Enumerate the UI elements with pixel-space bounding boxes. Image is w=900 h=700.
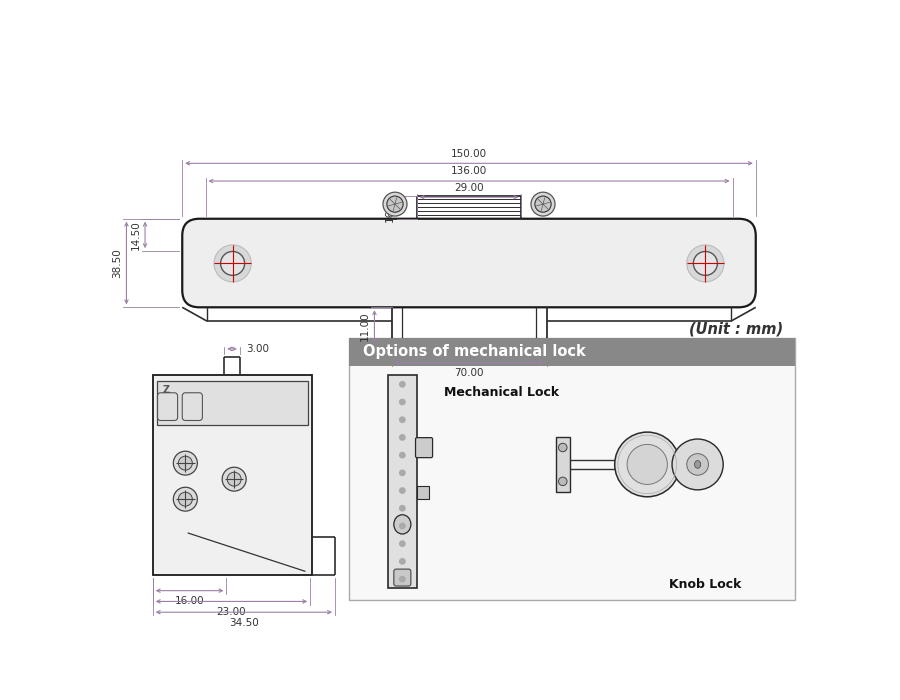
Circle shape bbox=[559, 443, 567, 452]
Circle shape bbox=[693, 251, 717, 275]
Circle shape bbox=[174, 452, 197, 475]
FancyBboxPatch shape bbox=[394, 569, 411, 586]
Ellipse shape bbox=[695, 461, 701, 468]
Text: 34.50: 34.50 bbox=[229, 617, 258, 628]
Circle shape bbox=[687, 454, 708, 475]
Circle shape bbox=[400, 488, 405, 494]
Text: 11.00: 11.00 bbox=[360, 312, 370, 342]
Text: Mechanical Lock: Mechanical Lock bbox=[445, 386, 559, 398]
Circle shape bbox=[222, 467, 247, 491]
FancyBboxPatch shape bbox=[416, 438, 433, 458]
Text: 70.00: 70.00 bbox=[454, 368, 484, 378]
Text: Knob Lock: Knob Lock bbox=[670, 578, 742, 591]
Circle shape bbox=[174, 487, 197, 511]
Text: 23.00: 23.00 bbox=[217, 607, 247, 617]
Text: Z: Z bbox=[162, 386, 169, 396]
Text: 16.00: 16.00 bbox=[175, 596, 204, 606]
Circle shape bbox=[615, 432, 680, 497]
Circle shape bbox=[400, 470, 405, 475]
Text: 29.00: 29.00 bbox=[454, 183, 484, 193]
Circle shape bbox=[227, 473, 241, 486]
Circle shape bbox=[400, 435, 405, 440]
Circle shape bbox=[531, 193, 555, 216]
Text: (Unit : mm): (Unit : mm) bbox=[689, 321, 783, 337]
Text: 150.00: 150.00 bbox=[451, 148, 487, 159]
Ellipse shape bbox=[394, 514, 411, 534]
Text: 14.50: 14.50 bbox=[130, 220, 140, 250]
Circle shape bbox=[400, 417, 405, 422]
Circle shape bbox=[627, 444, 668, 484]
Bar bbox=[388, 375, 417, 588]
Text: 38.50: 38.50 bbox=[112, 248, 122, 278]
Circle shape bbox=[400, 524, 405, 528]
Bar bbox=[556, 437, 570, 492]
Circle shape bbox=[559, 477, 567, 486]
Circle shape bbox=[687, 245, 724, 282]
Circle shape bbox=[383, 193, 407, 216]
Circle shape bbox=[400, 382, 405, 387]
FancyBboxPatch shape bbox=[182, 218, 756, 307]
Text: 3.00: 3.00 bbox=[246, 344, 269, 354]
Circle shape bbox=[400, 399, 405, 405]
Bar bbox=[157, 382, 308, 425]
Circle shape bbox=[672, 439, 724, 490]
Circle shape bbox=[178, 456, 193, 470]
Bar bbox=[417, 486, 429, 499]
Bar bbox=[153, 375, 311, 575]
Circle shape bbox=[400, 505, 405, 511]
Text: 136.00: 136.00 bbox=[451, 167, 487, 176]
Bar bbox=[349, 338, 795, 366]
Circle shape bbox=[178, 492, 193, 506]
Bar bbox=[349, 338, 795, 600]
Circle shape bbox=[387, 196, 403, 212]
Circle shape bbox=[400, 452, 405, 458]
Circle shape bbox=[400, 559, 405, 564]
Text: 16.00: 16.00 bbox=[385, 193, 395, 222]
Circle shape bbox=[400, 541, 405, 547]
Circle shape bbox=[535, 196, 551, 212]
Text: Options of mechanical lock: Options of mechanical lock bbox=[363, 344, 586, 360]
Circle shape bbox=[400, 576, 405, 582]
Circle shape bbox=[214, 245, 251, 282]
Circle shape bbox=[220, 251, 245, 275]
